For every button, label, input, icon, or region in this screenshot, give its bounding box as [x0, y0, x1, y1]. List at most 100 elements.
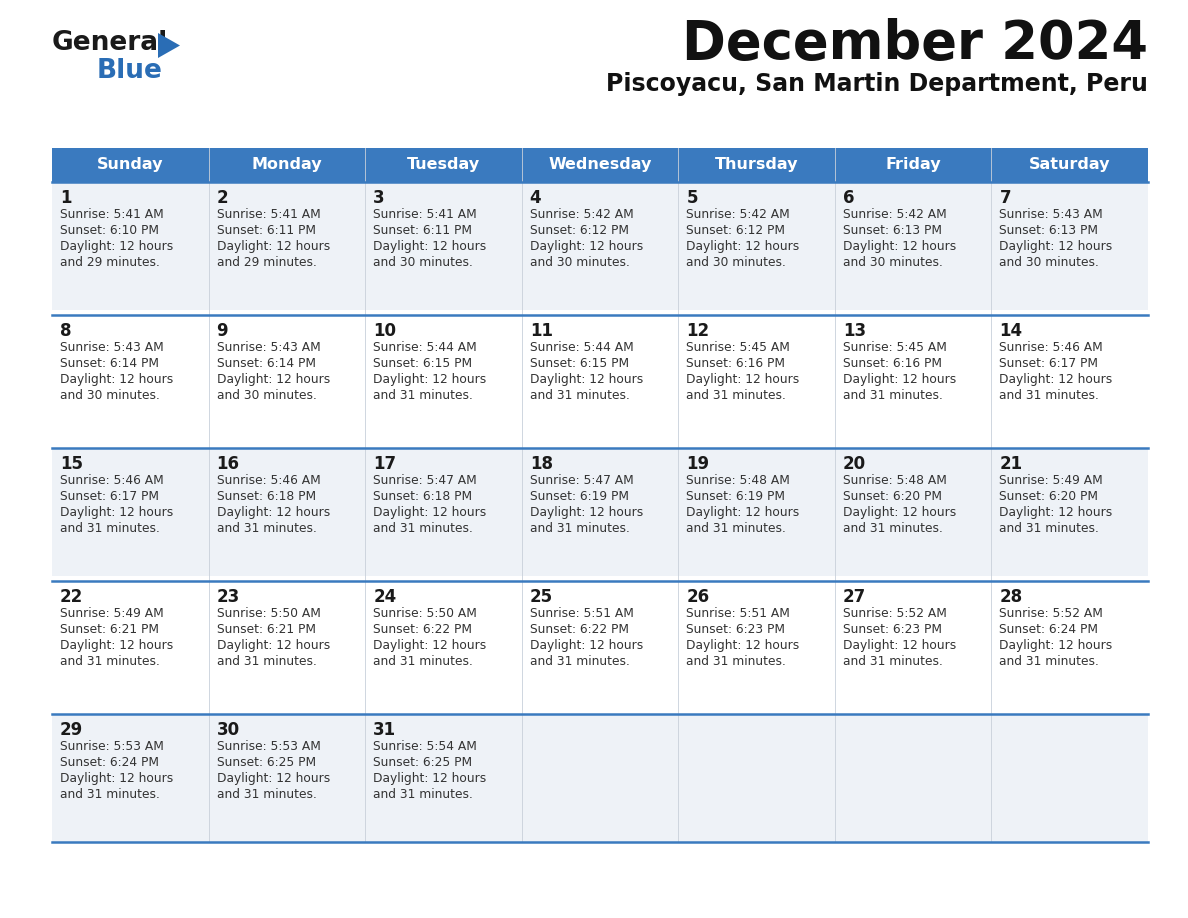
Text: Daylight: 12 hours: Daylight: 12 hours — [687, 373, 800, 386]
Text: Daylight: 12 hours: Daylight: 12 hours — [687, 639, 800, 652]
Text: Daylight: 12 hours: Daylight: 12 hours — [687, 506, 800, 519]
Text: Sunday: Sunday — [97, 158, 164, 173]
Text: Sunrise: 5:45 AM: Sunrise: 5:45 AM — [687, 341, 790, 354]
Text: Sunset: 6:13 PM: Sunset: 6:13 PM — [842, 224, 942, 237]
Text: Sunset: 6:12 PM: Sunset: 6:12 PM — [530, 224, 628, 237]
Text: 18: 18 — [530, 455, 552, 473]
Text: 12: 12 — [687, 322, 709, 340]
Text: and 29 minutes.: and 29 minutes. — [61, 256, 160, 269]
Text: and 30 minutes.: and 30 minutes. — [373, 256, 473, 269]
Text: and 31 minutes.: and 31 minutes. — [842, 655, 943, 668]
Text: Daylight: 12 hours: Daylight: 12 hours — [216, 639, 330, 652]
Text: 8: 8 — [61, 322, 71, 340]
Text: Daylight: 12 hours: Daylight: 12 hours — [216, 240, 330, 253]
Text: 27: 27 — [842, 588, 866, 606]
Text: Sunrise: 5:43 AM: Sunrise: 5:43 AM — [999, 208, 1104, 221]
Text: Sunset: 6:15 PM: Sunset: 6:15 PM — [373, 357, 473, 370]
Text: and 31 minutes.: and 31 minutes. — [61, 522, 160, 535]
Text: Sunrise: 5:49 AM: Sunrise: 5:49 AM — [999, 474, 1104, 487]
Text: Sunrise: 5:41 AM: Sunrise: 5:41 AM — [373, 208, 476, 221]
Text: 9: 9 — [216, 322, 228, 340]
Text: 1: 1 — [61, 189, 71, 207]
Text: Sunrise: 5:44 AM: Sunrise: 5:44 AM — [373, 341, 476, 354]
Text: Daylight: 12 hours: Daylight: 12 hours — [999, 373, 1113, 386]
Text: 13: 13 — [842, 322, 866, 340]
Text: Piscoyacu, San Martin Department, Peru: Piscoyacu, San Martin Department, Peru — [606, 72, 1148, 96]
Text: Sunrise: 5:48 AM: Sunrise: 5:48 AM — [687, 474, 790, 487]
Text: Daylight: 12 hours: Daylight: 12 hours — [842, 373, 956, 386]
Text: 2: 2 — [216, 189, 228, 207]
Text: and 30 minutes.: and 30 minutes. — [687, 256, 786, 269]
Text: Sunset: 6:18 PM: Sunset: 6:18 PM — [216, 490, 316, 503]
Text: Daylight: 12 hours: Daylight: 12 hours — [530, 373, 643, 386]
Text: Blue: Blue — [97, 58, 163, 84]
Text: 23: 23 — [216, 588, 240, 606]
Polygon shape — [158, 33, 181, 58]
Text: 17: 17 — [373, 455, 397, 473]
Text: 10: 10 — [373, 322, 396, 340]
Text: and 31 minutes.: and 31 minutes. — [999, 655, 1099, 668]
Text: Sunrise: 5:50 AM: Sunrise: 5:50 AM — [216, 607, 321, 620]
Text: Daylight: 12 hours: Daylight: 12 hours — [999, 240, 1113, 253]
Text: Monday: Monday — [252, 158, 322, 173]
Text: Daylight: 12 hours: Daylight: 12 hours — [61, 373, 173, 386]
Text: Sunrise: 5:51 AM: Sunrise: 5:51 AM — [687, 607, 790, 620]
Text: Sunset: 6:16 PM: Sunset: 6:16 PM — [842, 357, 942, 370]
Text: Daylight: 12 hours: Daylight: 12 hours — [373, 639, 486, 652]
Text: and 30 minutes.: and 30 minutes. — [999, 256, 1099, 269]
Text: Sunrise: 5:47 AM: Sunrise: 5:47 AM — [530, 474, 633, 487]
Text: Sunrise: 5:52 AM: Sunrise: 5:52 AM — [999, 607, 1104, 620]
Text: and 31 minutes.: and 31 minutes. — [687, 655, 786, 668]
Text: Sunset: 6:20 PM: Sunset: 6:20 PM — [999, 490, 1099, 503]
Text: Sunset: 6:22 PM: Sunset: 6:22 PM — [530, 623, 628, 636]
Text: Sunset: 6:23 PM: Sunset: 6:23 PM — [687, 623, 785, 636]
Text: Sunrise: 5:46 AM: Sunrise: 5:46 AM — [61, 474, 164, 487]
Text: Daylight: 12 hours: Daylight: 12 hours — [530, 506, 643, 519]
Text: and 30 minutes.: and 30 minutes. — [530, 256, 630, 269]
Text: Daylight: 12 hours: Daylight: 12 hours — [216, 506, 330, 519]
Text: Sunrise: 5:46 AM: Sunrise: 5:46 AM — [216, 474, 321, 487]
Text: Wednesday: Wednesday — [549, 158, 652, 173]
Text: and 31 minutes.: and 31 minutes. — [530, 389, 630, 402]
Text: and 31 minutes.: and 31 minutes. — [999, 522, 1099, 535]
Text: 19: 19 — [687, 455, 709, 473]
Text: 14: 14 — [999, 322, 1023, 340]
Text: Sunset: 6:20 PM: Sunset: 6:20 PM — [842, 490, 942, 503]
Text: Sunrise: 5:42 AM: Sunrise: 5:42 AM — [687, 208, 790, 221]
Text: Sunset: 6:11 PM: Sunset: 6:11 PM — [373, 224, 472, 237]
Text: 4: 4 — [530, 189, 542, 207]
Text: 11: 11 — [530, 322, 552, 340]
Text: Daylight: 12 hours: Daylight: 12 hours — [216, 373, 330, 386]
Text: and 29 minutes.: and 29 minutes. — [216, 256, 316, 269]
Text: Sunset: 6:11 PM: Sunset: 6:11 PM — [216, 224, 316, 237]
Text: 26: 26 — [687, 588, 709, 606]
Text: Sunrise: 5:41 AM: Sunrise: 5:41 AM — [216, 208, 321, 221]
Text: Sunrise: 5:52 AM: Sunrise: 5:52 AM — [842, 607, 947, 620]
Text: Sunrise: 5:53 AM: Sunrise: 5:53 AM — [216, 740, 321, 753]
Text: Sunset: 6:19 PM: Sunset: 6:19 PM — [687, 490, 785, 503]
Text: Sunrise: 5:54 AM: Sunrise: 5:54 AM — [373, 740, 478, 753]
Text: Daylight: 12 hours: Daylight: 12 hours — [842, 506, 956, 519]
Text: 22: 22 — [61, 588, 83, 606]
Text: and 31 minutes.: and 31 minutes. — [530, 655, 630, 668]
Text: 5: 5 — [687, 189, 697, 207]
Text: and 31 minutes.: and 31 minutes. — [216, 522, 316, 535]
Text: Daylight: 12 hours: Daylight: 12 hours — [61, 639, 173, 652]
Text: and 31 minutes.: and 31 minutes. — [687, 522, 786, 535]
Text: Sunset: 6:14 PM: Sunset: 6:14 PM — [61, 357, 159, 370]
Text: Thursday: Thursday — [715, 158, 798, 173]
Text: Sunrise: 5:53 AM: Sunrise: 5:53 AM — [61, 740, 164, 753]
Text: 25: 25 — [530, 588, 552, 606]
Text: 24: 24 — [373, 588, 397, 606]
Text: Sunrise: 5:50 AM: Sunrise: 5:50 AM — [373, 607, 478, 620]
Text: 7: 7 — [999, 189, 1011, 207]
Text: and 31 minutes.: and 31 minutes. — [999, 389, 1099, 402]
Text: Sunset: 6:22 PM: Sunset: 6:22 PM — [373, 623, 472, 636]
Text: Sunset: 6:25 PM: Sunset: 6:25 PM — [373, 756, 473, 769]
Text: Tuesday: Tuesday — [406, 158, 480, 173]
Text: Daylight: 12 hours: Daylight: 12 hours — [216, 772, 330, 785]
Text: Daylight: 12 hours: Daylight: 12 hours — [61, 240, 173, 253]
Text: and 31 minutes.: and 31 minutes. — [216, 788, 316, 801]
Text: and 30 minutes.: and 30 minutes. — [61, 389, 160, 402]
Text: Daylight: 12 hours: Daylight: 12 hours — [842, 639, 956, 652]
